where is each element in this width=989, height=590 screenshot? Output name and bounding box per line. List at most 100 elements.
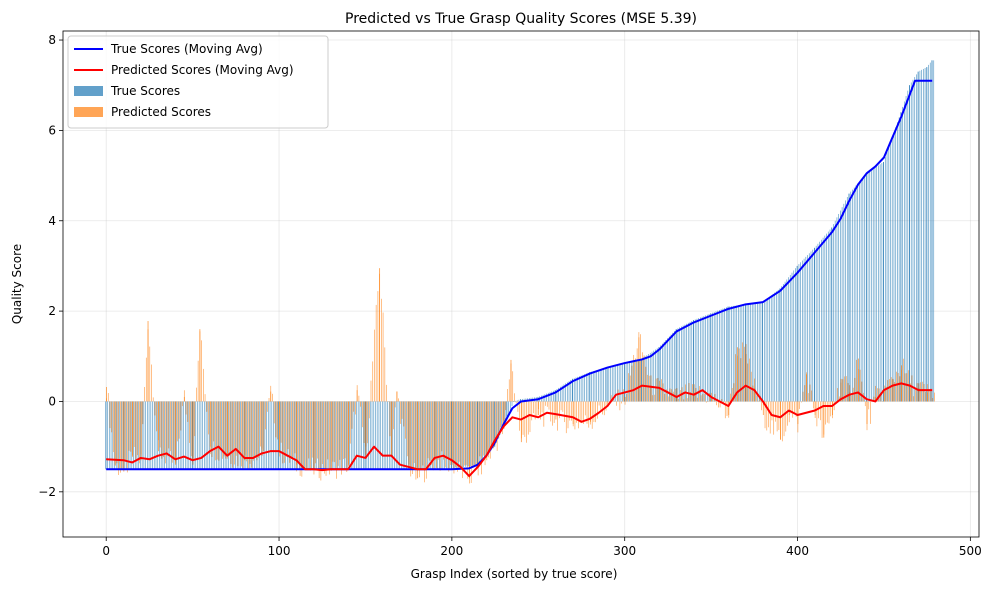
bar: [876, 166, 878, 402]
bar: [739, 305, 741, 402]
bar: [171, 401, 172, 470]
legend-label: Predicted Scores: [111, 105, 211, 119]
bar: [730, 393, 731, 402]
bar: [197, 401, 198, 470]
bar: [649, 352, 651, 402]
bar: [843, 203, 845, 402]
bar: [623, 363, 625, 402]
bar: [197, 360, 199, 402]
bar: [701, 316, 703, 402]
bar: [824, 235, 826, 402]
bar: [367, 401, 368, 444]
bar: [369, 401, 371, 470]
bar: [135, 401, 137, 459]
bar: [385, 401, 387, 470]
bar: [834, 220, 836, 402]
bar: [566, 382, 568, 402]
bar: [467, 401, 469, 479]
bar: [444, 401, 445, 470]
bar: [831, 227, 833, 402]
bar: [769, 401, 771, 434]
bar: [155, 401, 157, 470]
bar: [238, 401, 240, 470]
bar: [814, 247, 815, 402]
bar: [675, 329, 677, 402]
bar: [795, 401, 797, 417]
bar: [221, 401, 223, 459]
bar: [223, 401, 225, 457]
bar: [793, 270, 795, 402]
bar: [850, 191, 852, 402]
bar: [485, 401, 487, 456]
bar: [201, 340, 202, 402]
bar: [488, 401, 489, 458]
bar: [308, 401, 310, 459]
bar: [196, 387, 197, 402]
bar: [349, 401, 350, 470]
bar: [344, 401, 345, 470]
bar: [562, 401, 564, 412]
bar: [902, 106, 903, 402]
bar: [928, 64, 929, 402]
bar: [875, 396, 877, 402]
bar: [840, 210, 841, 402]
bar: [295, 401, 297, 470]
bar: [228, 401, 229, 470]
bar: [577, 376, 579, 402]
bar: [634, 360, 636, 402]
bar: [780, 401, 781, 440]
bar: [360, 401, 361, 407]
bar: [896, 371, 897, 402]
bar: [259, 401, 261, 470]
bar: [745, 354, 747, 402]
bar: [579, 376, 580, 402]
bar: [229, 401, 231, 470]
bar: [303, 401, 304, 467]
bar: [859, 369, 861, 402]
bar: [496, 401, 498, 451]
bar: [916, 383, 918, 402]
bar: [592, 371, 594, 402]
bar: [654, 394, 655, 402]
bar: [402, 401, 404, 470]
bar: [798, 264, 800, 402]
bar: [819, 401, 821, 421]
bar: [299, 401, 300, 470]
bar: [409, 401, 411, 470]
bar: [731, 387, 733, 402]
bar: [855, 185, 857, 402]
bar: [396, 391, 398, 402]
bar: [707, 401, 709, 402]
bar: [223, 401, 224, 470]
bar: [469, 401, 470, 479]
bar: [497, 401, 499, 439]
bar: [281, 401, 283, 470]
bar: [486, 401, 488, 461]
bar: [499, 401, 501, 436]
bar: [657, 378, 659, 402]
bar: [899, 376, 901, 402]
bar: [269, 401, 271, 470]
bar: [684, 324, 686, 402]
bar: [755, 302, 757, 402]
bar: [214, 401, 216, 470]
bar: [438, 401, 439, 460]
bar: [227, 401, 228, 456]
bar: [470, 401, 471, 466]
bar: [770, 295, 772, 402]
bar: [247, 401, 248, 470]
bar: [162, 401, 164, 470]
bar: [478, 401, 480, 463]
bar: [411, 401, 413, 470]
bar: [166, 401, 168, 457]
bar: [378, 401, 380, 470]
bar: [890, 142, 891, 402]
bar: [603, 368, 604, 402]
bar: [892, 378, 894, 402]
bar: [285, 401, 287, 457]
bar: [113, 401, 114, 453]
bar: [286, 401, 288, 470]
bar: [700, 317, 701, 402]
bar: [705, 315, 706, 402]
bar: [520, 399, 522, 402]
